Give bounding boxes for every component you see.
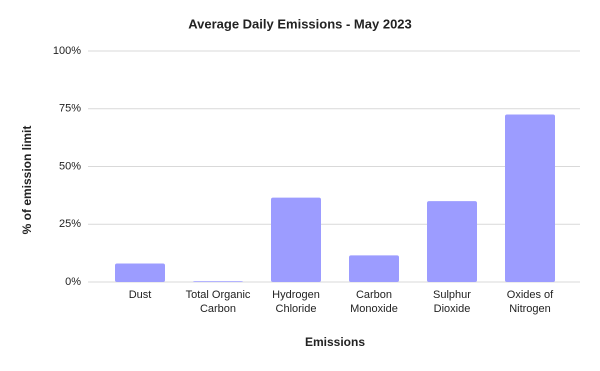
y-tick-label: 0%: [65, 276, 81, 288]
bar: [505, 114, 555, 283]
bar: [193, 281, 243, 282]
x-tick-label: Carbon Monoxide: [350, 289, 398, 315]
y-axis-title: % of emission limit: [20, 126, 34, 235]
x-axis-title: Emissions: [305, 335, 365, 349]
y-tick-label: 25%: [59, 218, 81, 230]
bar: [427, 201, 477, 282]
x-tick-label: Sulphur Dioxide: [433, 289, 471, 315]
bar: [349, 255, 399, 282]
chart-title: Average Daily Emissions - May 2023: [188, 16, 412, 31]
bar: [115, 263, 165, 282]
y-tick-label: 50%: [59, 160, 81, 172]
x-tick-label: Dust: [129, 289, 152, 301]
x-tick-label: Total Organic Carbon: [186, 289, 251, 315]
bar: [271, 197, 321, 282]
y-tick-label: 75%: [59, 103, 81, 115]
y-tick-label: 100%: [53, 45, 81, 57]
x-tick-label: Hydrogen Chloride: [272, 289, 320, 315]
x-tick-label: Oxides of Nitrogen: [507, 289, 554, 315]
